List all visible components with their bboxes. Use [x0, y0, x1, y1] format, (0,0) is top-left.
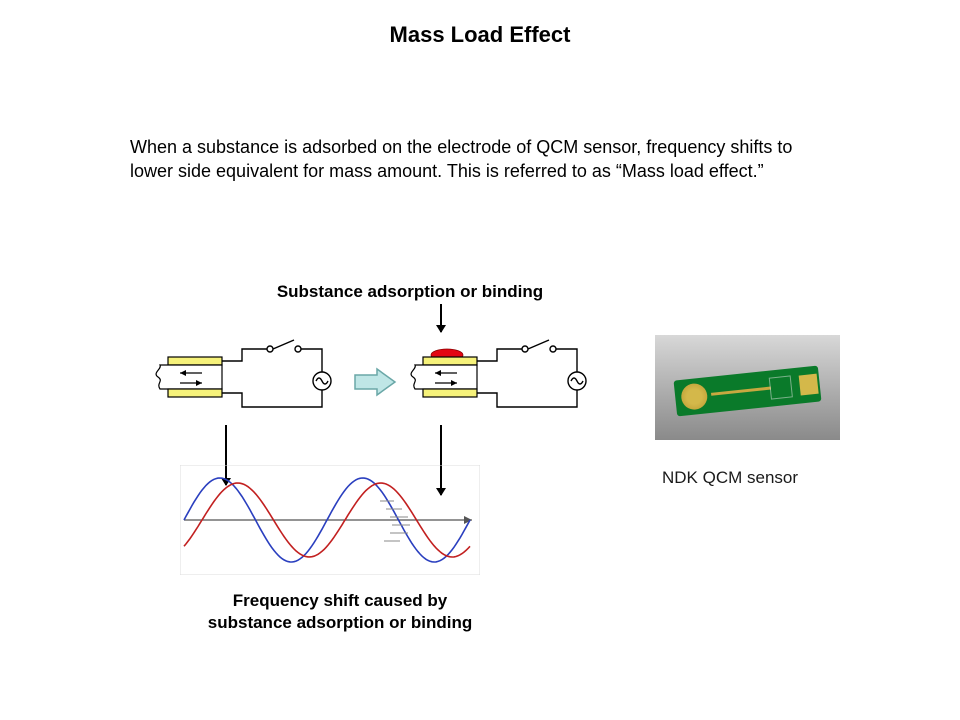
pcb-trace [711, 387, 771, 396]
sensor-caption: NDK QCM sensor [662, 468, 798, 488]
crystal-left [156, 357, 222, 397]
wave-plot [180, 465, 480, 575]
sensor-photo [655, 335, 840, 440]
crystal-right [411, 349, 477, 397]
circuit-after [405, 335, 600, 425]
page-title: Mass Load Effect [0, 22, 960, 48]
body-paragraph: When a substance is adsorbed on the elec… [130, 135, 830, 184]
transition-arrow-icon [353, 367, 397, 397]
wiring-right [477, 340, 586, 407]
top-diagram-label: Substance adsorption or binding [220, 282, 600, 302]
arrow-to-substance [440, 304, 442, 332]
bottom-label-line2: substance adsorption or binding [208, 613, 472, 632]
pcb-gold-disc [680, 382, 709, 411]
pcb-gold-pad [799, 374, 819, 396]
bottom-diagram-label: Frequency shift caused by substance adso… [165, 590, 515, 634]
pcb-board [674, 366, 822, 417]
pcb-silkscreen [769, 375, 793, 399]
bottom-label-line1: Frequency shift caused by [233, 591, 447, 610]
circuit-before [150, 335, 345, 425]
circuit-diagram-row [150, 335, 610, 430]
wiring-left [222, 340, 331, 407]
